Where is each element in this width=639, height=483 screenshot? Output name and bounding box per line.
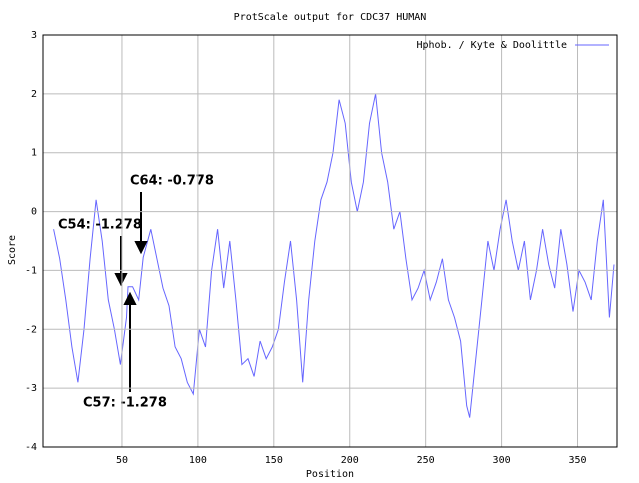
x-tick-label: 350 [568, 455, 586, 466]
arrow-head [134, 241, 148, 255]
annotation-arrows [114, 192, 148, 392]
y-tick-label: -4 [25, 442, 37, 453]
chart-title: ProtScale output for CDC37 HUMAN [234, 12, 427, 23]
x-tick-label: 100 [189, 455, 207, 466]
legend-label: Hphob. / Kyte & Doolittle [416, 40, 567, 51]
y-tick-label: 3 [31, 30, 37, 41]
arrow-head [114, 273, 128, 287]
y-tick-label: -3 [25, 383, 37, 394]
data-line [53, 93, 615, 418]
annotation: C64: -0.778 [130, 174, 214, 189]
y-tick-label: 2 [31, 89, 37, 100]
x-tick-label: 200 [341, 455, 359, 466]
y-tick-label: -1 [25, 265, 37, 276]
x-tick-label: 150 [265, 455, 283, 466]
x-tick-label: 250 [417, 455, 435, 466]
annotation: C57: -1.278 [83, 396, 167, 411]
x-axis-label: Position [306, 469, 354, 480]
y-tick-label: 0 [31, 207, 37, 218]
x-tick-label: 300 [493, 455, 511, 466]
y-tick-label: -2 [25, 324, 37, 335]
arrow-head [123, 291, 137, 305]
y-axis-label: Score [7, 235, 18, 265]
y-tick-label: 1 [31, 148, 37, 159]
plot-frame [42, 34, 618, 448]
x-tick-label: 50 [116, 455, 128, 466]
annotation: C54: -1.278 [58, 218, 142, 233]
